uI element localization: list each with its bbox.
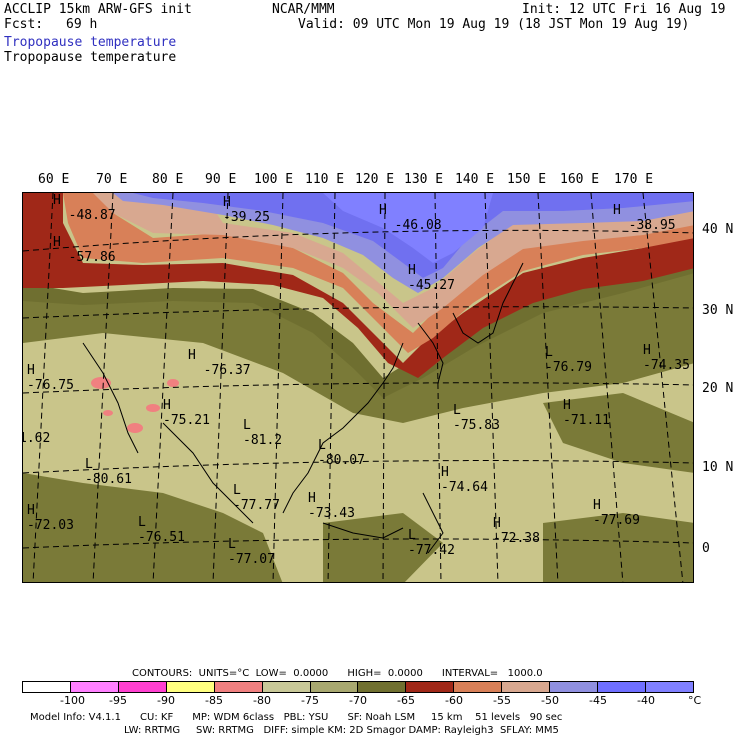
model-title: ACCLIP 15km ARW-GFS init bbox=[4, 2, 192, 17]
colorbar-swatch bbox=[310, 682, 359, 692]
extremum-label: H -74.35 bbox=[643, 343, 690, 373]
lon-label: 80 E bbox=[152, 172, 184, 187]
org-label: NCAR/MMM bbox=[272, 2, 335, 17]
extremum-label: H -72.03 bbox=[27, 503, 74, 533]
colorbar-swatch bbox=[70, 682, 119, 692]
colorbar-swatch bbox=[406, 682, 455, 692]
model-info-line2: LW: RRTMG SW: RRTMG DIFF: simple KM: 2D … bbox=[124, 725, 559, 736]
colorbar-unit: °C bbox=[688, 694, 702, 707]
extremum-label: H -72.38 bbox=[493, 516, 540, 546]
colorbar-tick: -70 bbox=[349, 694, 367, 707]
colorbar-swatch bbox=[166, 682, 215, 692]
lat-label: 0 bbox=[702, 541, 710, 556]
extremum-label: H -76.37 bbox=[188, 348, 251, 378]
colorbar-tick: -75 bbox=[301, 694, 319, 707]
lat-label: 40 N bbox=[702, 222, 734, 237]
lon-label: 110 E bbox=[305, 172, 345, 187]
colorbar-tick: -90 bbox=[157, 694, 175, 707]
lon-label: 170 E bbox=[614, 172, 654, 187]
lon-label: 130 E bbox=[404, 172, 444, 187]
colorbar-swatch bbox=[645, 682, 693, 692]
map-shading bbox=[23, 193, 693, 582]
fcst-value: 69 h bbox=[66, 17, 98, 32]
colorbar-swatch bbox=[23, 682, 71, 692]
extremum-label: H -76.75 bbox=[27, 363, 74, 393]
extremum-label: L -76.79 bbox=[545, 345, 592, 375]
colorbar-tick: -95 bbox=[109, 694, 127, 707]
colorbar-swatch bbox=[454, 682, 503, 692]
extremum-label: L -81.2 bbox=[243, 418, 283, 448]
extremum-label: L -77.07 bbox=[228, 537, 275, 567]
lat-label: 30 N bbox=[702, 303, 734, 318]
extremum-label: H -38.95 bbox=[613, 203, 676, 233]
extremum-label: 1.62 bbox=[22, 431, 51, 446]
lon-label: 90 E bbox=[205, 172, 237, 187]
colorbar-tick: -60 bbox=[445, 694, 463, 707]
lon-label: 120 E bbox=[355, 172, 395, 187]
colorbar-swatch bbox=[358, 682, 407, 692]
extremum-label: H -77.69 bbox=[593, 498, 640, 528]
extremum-label: H -73.43 bbox=[308, 491, 355, 521]
extremum-label: L -80.61 bbox=[85, 457, 132, 487]
lat-label: 20 N bbox=[702, 381, 734, 396]
field-title-shaded: Tropopause temperature bbox=[4, 35, 177, 50]
colorbar-tick: -65 bbox=[397, 694, 415, 707]
colorbar-tick: -40 bbox=[637, 694, 655, 707]
colorbar-tick: -55 bbox=[493, 694, 511, 707]
colorbar-swatch bbox=[262, 682, 311, 692]
colorbar-tick: -100 bbox=[60, 694, 85, 707]
extremum-label: H -75.21 bbox=[163, 398, 210, 428]
colorbar-swatch bbox=[214, 682, 263, 692]
lon-label: 100 E bbox=[254, 172, 294, 187]
lat-label: 10 N bbox=[702, 460, 734, 475]
extremum-label: H -71.11 bbox=[563, 398, 610, 428]
lon-label: 70 E bbox=[96, 172, 128, 187]
lon-label: 160 E bbox=[560, 172, 600, 187]
tropopause-temperature-map: H -48.87 H -39.25 H -46.08 H -38.95 H -57… bbox=[22, 192, 694, 583]
colorbar bbox=[22, 681, 694, 693]
extremum-label: L -75.83 bbox=[453, 403, 500, 433]
extremum-label: L -77.77 bbox=[233, 483, 280, 513]
extremum-label: H -39.25 bbox=[223, 195, 270, 225]
colorbar-swatch bbox=[502, 682, 551, 692]
lon-label: 140 E bbox=[455, 172, 495, 187]
fcst-label: Fcst: bbox=[4, 17, 44, 32]
extremum-label: H -57.86 bbox=[53, 235, 116, 265]
valid-time: Valid: 09 UTC Mon 19 Aug 19 (18 JST Mon … bbox=[298, 17, 690, 32]
colorbar-swatch bbox=[118, 682, 167, 692]
extremum-label: L -77.42 bbox=[408, 528, 455, 558]
colorbar-tick: -45 bbox=[589, 694, 607, 707]
lon-label: 60 E bbox=[38, 172, 70, 187]
contours-info: CONTOURS: UNITS=°C LOW= 0.0000 HIGH= 0.0… bbox=[132, 668, 543, 679]
colorbar-tick: -80 bbox=[253, 694, 271, 707]
lon-label: 150 E bbox=[507, 172, 547, 187]
colorbar-swatch bbox=[598, 682, 646, 692]
extremum-label: H -46.08 bbox=[379, 203, 442, 233]
field-title: Tropopause temperature bbox=[4, 50, 177, 65]
colorbar-tick: -85 bbox=[205, 694, 223, 707]
model-info-line1: Model Info: V4.1.1 CU: KF MP: WDM 6class… bbox=[30, 712, 563, 723]
extremum-label: H -48.87 bbox=[53, 193, 116, 223]
init-time: Init: 12 UTC Fri 16 Aug 19 bbox=[522, 2, 726, 17]
extremum-label: L -76.51 bbox=[138, 515, 185, 545]
extremum-label: H -74.64 bbox=[441, 465, 488, 495]
colorbar-swatch bbox=[550, 682, 599, 692]
extremum-label: H -45.27 bbox=[408, 263, 455, 293]
extremum-label: L -80.07 bbox=[318, 438, 365, 468]
colorbar-tick: -50 bbox=[541, 694, 559, 707]
colorbar-ticks: -100 -95 -90 -85 -80 -75 -70 -65 -60 -55… bbox=[0, 694, 740, 707]
